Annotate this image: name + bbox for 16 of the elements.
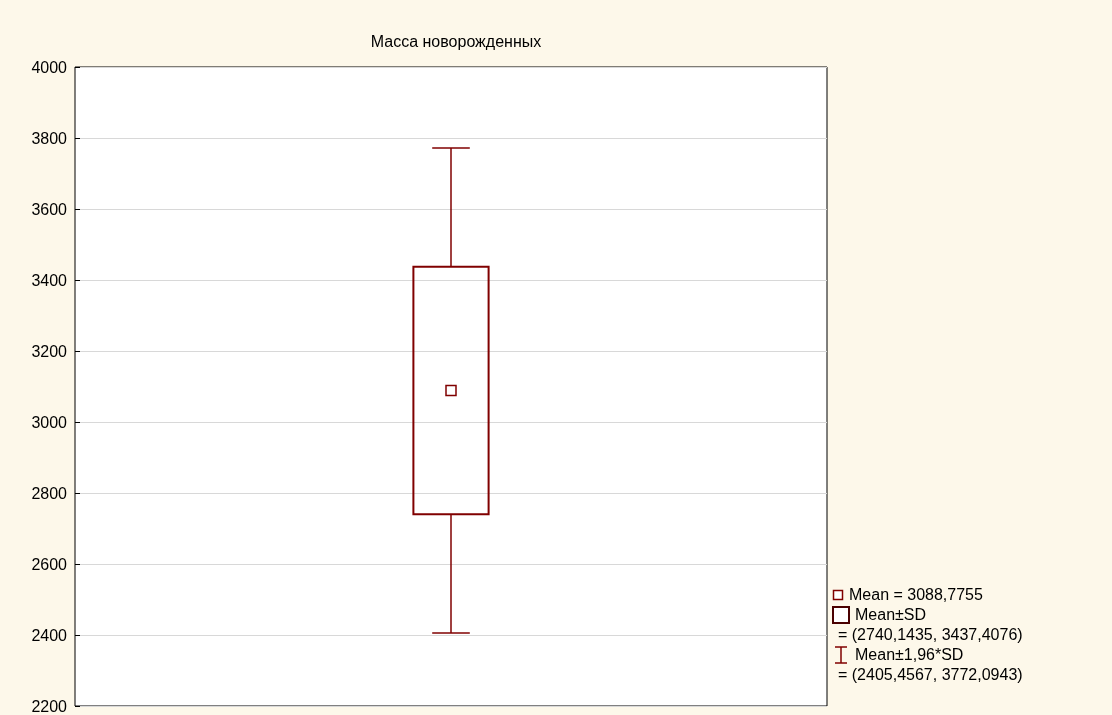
y-tick-label: 2600 (31, 555, 68, 573)
y-tick-label: 3000 (31, 413, 68, 431)
text: Mean±SD (855, 605, 927, 625)
y-tick-label: 2400 (31, 626, 68, 644)
y-tick-label: 2200 (31, 697, 68, 715)
y-tick-label: 3800 (31, 129, 68, 147)
text: = (2740,1435, 3437,4076) (838, 625, 1023, 645)
text: = (2405,4567, 3772,0943) (838, 665, 1023, 685)
y-tick-label: 3400 (31, 271, 68, 289)
text: Mean = 3088,7755 (849, 585, 983, 605)
y-tick-label: 3600 (31, 200, 68, 218)
chart-title: Масса новорожденных (370, 32, 542, 50)
y-tick-label: 3200 (31, 342, 68, 360)
y-tick-label: 4000 (31, 58, 68, 76)
y-tick-label: 2800 (31, 484, 68, 502)
text: Mean±1,96*SD (855, 645, 964, 665)
